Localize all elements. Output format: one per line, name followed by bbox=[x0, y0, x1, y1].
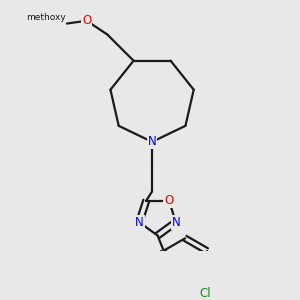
Text: O: O bbox=[164, 194, 173, 207]
Text: N: N bbox=[148, 135, 157, 148]
Text: methoxy: methoxy bbox=[26, 13, 65, 22]
Text: Cl: Cl bbox=[200, 287, 211, 300]
Text: N: N bbox=[172, 216, 180, 229]
Text: N: N bbox=[135, 216, 144, 229]
Text: O: O bbox=[82, 14, 92, 27]
